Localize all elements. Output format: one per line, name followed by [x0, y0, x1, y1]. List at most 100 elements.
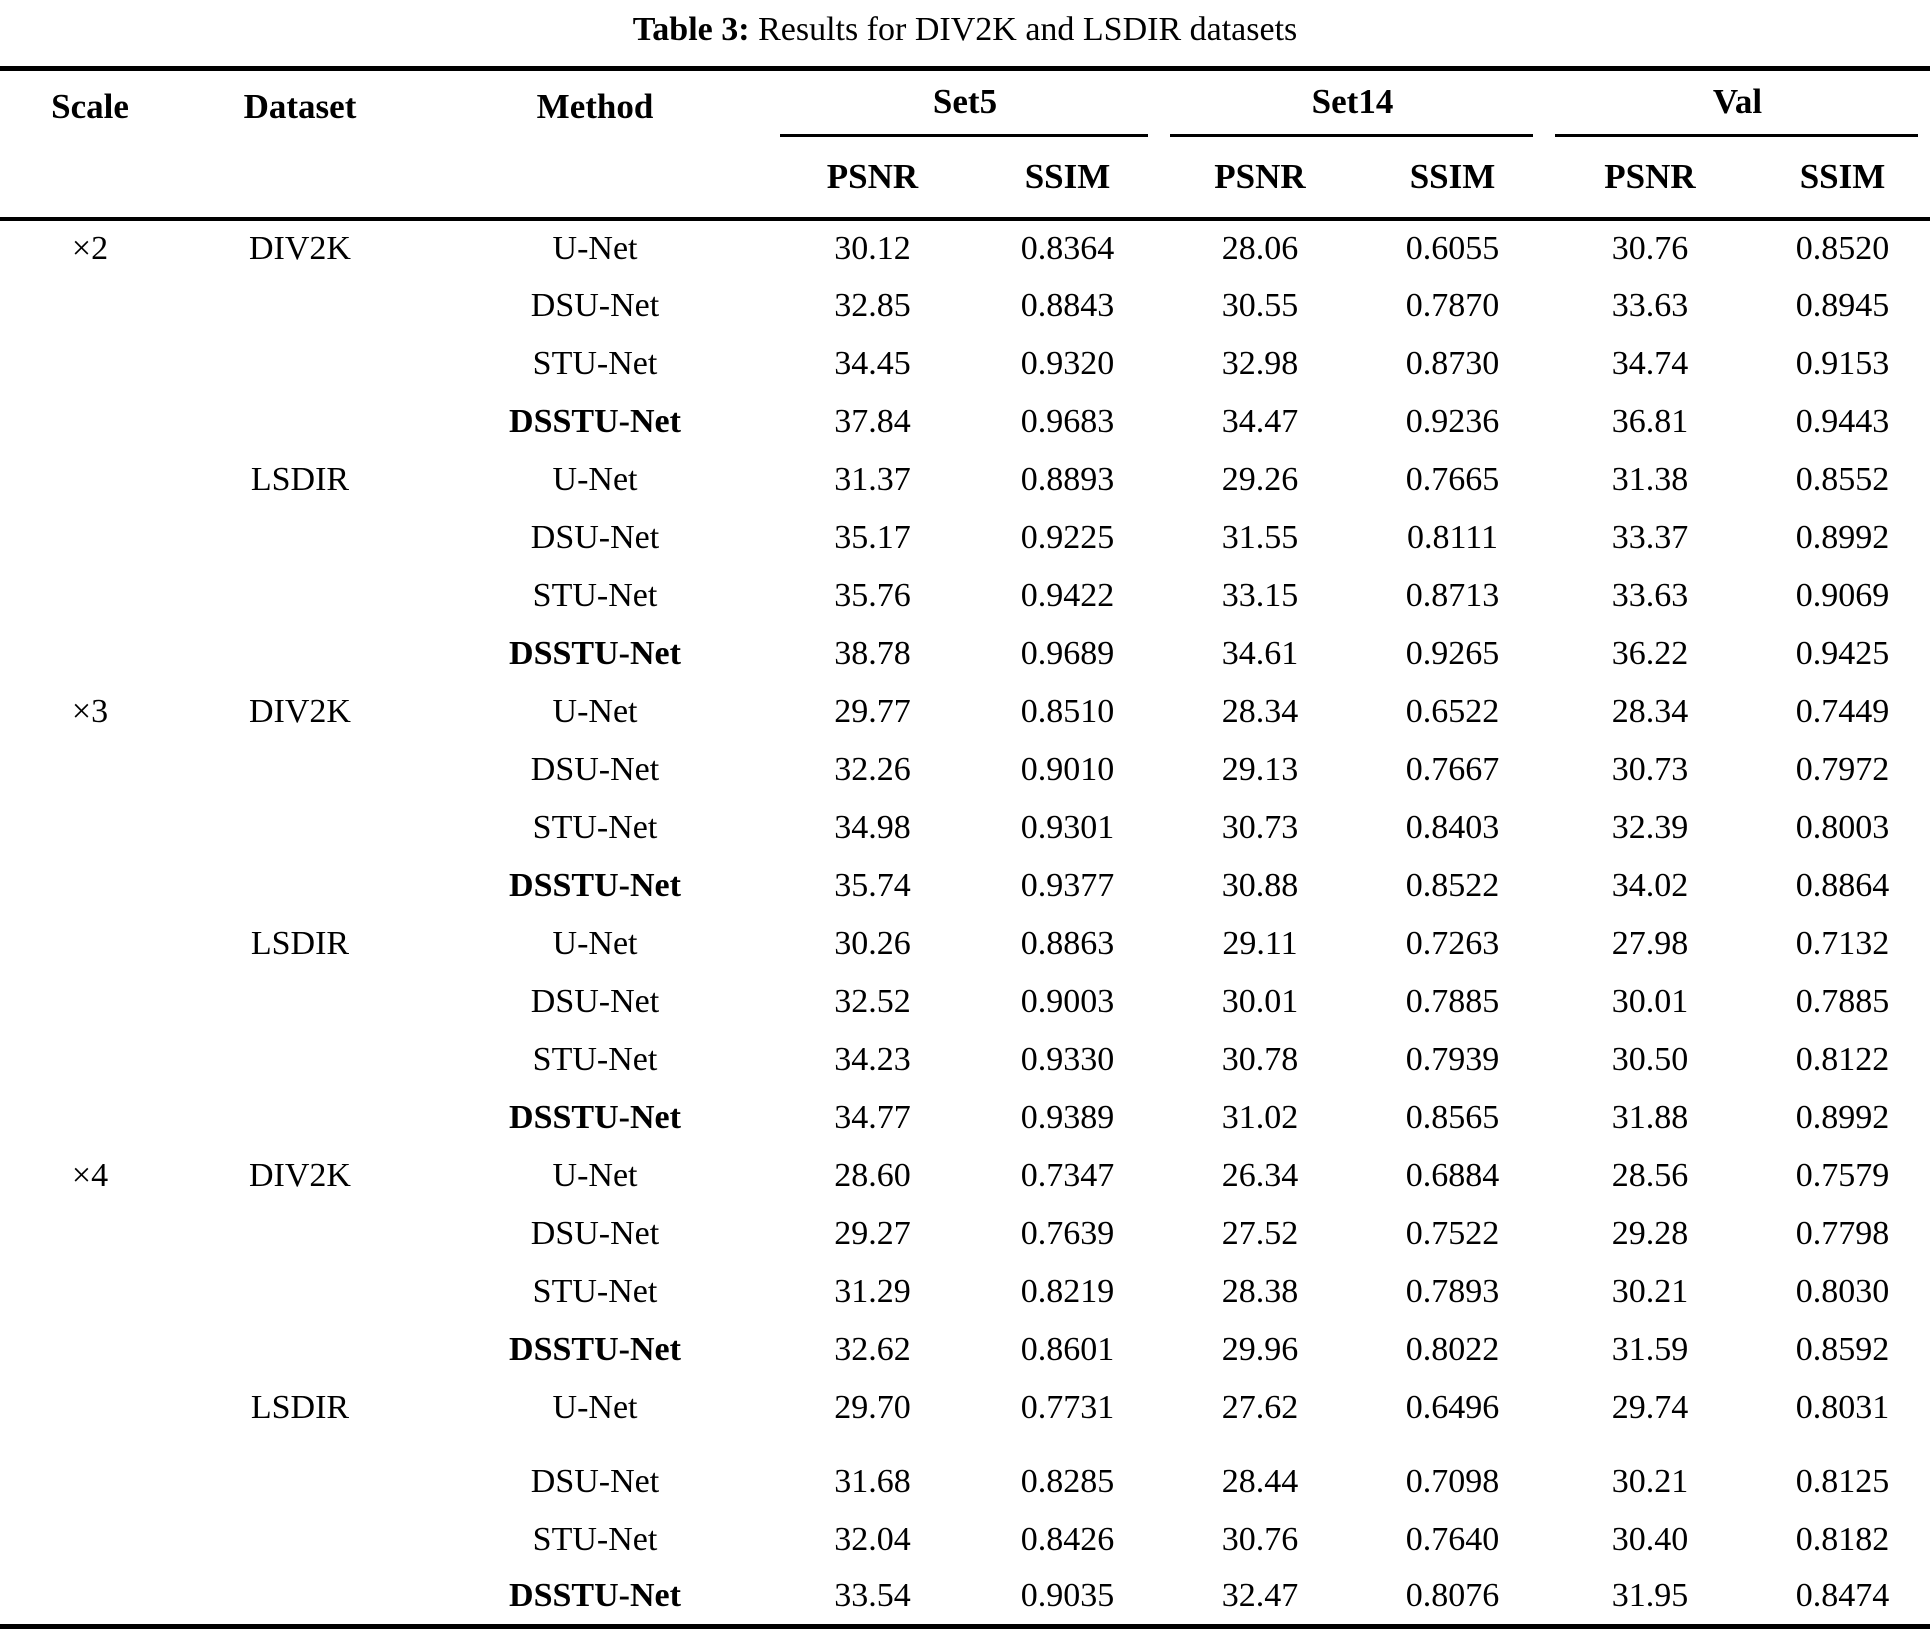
cell-set14-ssim: 0.8076	[1405, 1577, 1500, 1615]
cell-method: DSU-Net	[530, 750, 660, 788]
cell-set14-psnr: 33.15	[1221, 576, 1299, 614]
cell-set5-ssim: 0.8364	[1020, 229, 1115, 267]
table-row: STU-Net 32.04 0.8426 30.76 0.7640 30.40 0.8182	[0, 1511, 1930, 1569]
cell-method: DSSTU-Net	[509, 1098, 681, 1136]
cell-set14-psnr: 28.06	[1221, 229, 1299, 267]
cell-method: DSSTU-Net	[509, 866, 681, 904]
cell-method: STU-Net	[532, 344, 658, 382]
cell-val-psnr: 30.21	[1611, 1272, 1689, 1310]
cell-set5-ssim: 0.9010	[1020, 750, 1115, 788]
cell-val-ssim: 0.8122	[1795, 1040, 1890, 1078]
cell-dataset	[180, 1263, 420, 1321]
cell-val-ssim: 0.7885	[1795, 982, 1890, 1020]
cell-method: U-Net	[552, 229, 638, 267]
cell-set14-ssim: 0.8522	[1405, 866, 1500, 904]
cell-method: DSU-Net	[530, 286, 660, 324]
cell-dataset	[180, 973, 420, 1031]
col-header-method: Method	[420, 68, 770, 221]
col-header-set14-psnr: PSNR	[1160, 136, 1360, 221]
cell-set14-psnr: 34.61	[1221, 634, 1299, 672]
cell-scale: ×4	[71, 1156, 109, 1194]
col-header-set5-ssim: SSIM	[975, 136, 1160, 221]
cell-dataset	[180, 625, 420, 683]
table-row: STU-Net 34.45 0.9320 32.98 0.8730 34.74 0.9153	[0, 335, 1930, 393]
table-row: DSSTU-Net 35.74 0.9377 30.88 0.8522 34.02 0.88…	[0, 857, 1930, 915]
cell-set5-ssim: 0.8426	[1020, 1520, 1115, 1558]
cell-set14-ssim: 0.6522	[1405, 692, 1500, 730]
cell-set14-ssim: 0.8713	[1405, 576, 1500, 614]
cell-set5-psnr: 38.78	[834, 634, 911, 672]
cell-set5-psnr: 32.52	[834, 982, 911, 1020]
table-row: DSU-Net 35.17 0.9225 31.55 0.8111 33.37 0.8992	[0, 509, 1930, 567]
col-group-val: Val	[1545, 69, 1930, 137]
table-row: DSU-Net 29.27 0.7639 27.52 0.7522 29.28 0.7798	[0, 1205, 1930, 1263]
cell-set5-psnr: 35.76	[834, 576, 911, 614]
table-row: LSDIR U-Net 30.26 0.8863 29.11 0.7263 27.98 0.7…	[0, 915, 1930, 973]
cell-set5-ssim: 0.9035	[1020, 1577, 1115, 1615]
table-row: DSU-Net 31.68 0.8285 28.44 0.7098 30.21 0.8125	[0, 1453, 1930, 1511]
cell-val-ssim: 0.8182	[1795, 1520, 1890, 1558]
cell-scale	[0, 1379, 180, 1437]
cell-dataset: LSDIR	[250, 924, 350, 962]
cell-val-psnr: 30.50	[1611, 1040, 1689, 1078]
cell-set14-ssim: 0.7098	[1405, 1462, 1500, 1500]
cell-set14-psnr: 31.55	[1221, 518, 1299, 556]
cell-set14-ssim: 0.7885	[1405, 982, 1500, 1020]
cell-set14-psnr: 27.62	[1221, 1388, 1299, 1426]
cell-set5-ssim: 0.8893	[1020, 460, 1115, 498]
cell-set14-ssim: 0.8730	[1405, 344, 1500, 382]
cell-val-psnr: 30.76	[1611, 229, 1689, 267]
cell-val-ssim: 0.8552	[1795, 460, 1890, 498]
cell-set5-psnr: 34.45	[834, 344, 911, 382]
cell-set14-psnr: 28.34	[1221, 692, 1299, 730]
cell-set14-ssim: 0.8565	[1405, 1098, 1500, 1136]
cell-set5-ssim: 0.8219	[1020, 1272, 1115, 1310]
table-row: DSSTU-Net 38.78 0.9689 34.61 0.9265 36.22 0.94…	[0, 625, 1930, 683]
cell-set14-ssim: 0.7640	[1405, 1520, 1500, 1558]
cell-scale	[0, 277, 180, 335]
cell-set14-ssim: 0.8111	[1407, 518, 1498, 556]
cell-val-ssim: 0.7798	[1795, 1214, 1890, 1252]
cell-set5-ssim: 0.7639	[1020, 1214, 1115, 1252]
table-row: DSU-Net 32.52 0.9003 30.01 0.7885 30.01 0.7885	[0, 973, 1930, 1031]
table-row: STU-Net 31.29 0.8219 28.38 0.7893 30.21 0.8030	[0, 1263, 1930, 1321]
cell-set14-ssim: 0.7667	[1405, 750, 1500, 788]
col-header-scale: Scale	[0, 68, 180, 221]
cell-set5-ssim: 0.8510	[1020, 692, 1115, 730]
cell-set14-ssim: 0.7939	[1405, 1040, 1500, 1078]
col-header-val-ssim: SSIM	[1755, 136, 1930, 221]
cell-val-psnr: 30.73	[1611, 750, 1689, 788]
cell-val-psnr: 36.81	[1611, 402, 1689, 440]
cell-scale	[0, 335, 180, 393]
cell-val-ssim: 0.8003	[1795, 808, 1890, 846]
row-spacer	[0, 1437, 1930, 1453]
cell-method: STU-Net	[532, 1272, 658, 1310]
cell-method: U-Net	[552, 1388, 638, 1426]
cell-set14-psnr: 32.47	[1221, 1577, 1299, 1615]
cell-val-psnr: 31.38	[1611, 460, 1689, 498]
cell-dataset: DIV2K	[249, 229, 351, 267]
cell-scale	[0, 857, 180, 915]
table-row: LSDIR U-Net 29.70 0.7731 27.62 0.6496 29.74 0.8…	[0, 1379, 1930, 1437]
table-row: STU-Net 34.98 0.9301 30.73 0.8403 32.39 0.8003	[0, 799, 1930, 857]
cell-scale	[0, 1031, 180, 1089]
cell-scale	[0, 393, 180, 451]
cell-dataset	[180, 741, 420, 799]
cell-set5-psnr: 29.77	[834, 692, 911, 730]
cell-dataset	[180, 509, 420, 567]
cell-method: DSSTU-Net	[509, 402, 681, 440]
cell-val-psnr: 30.01	[1611, 982, 1689, 1020]
cell-scale	[0, 915, 180, 973]
table-row: DSSTU-Net 34.77 0.9389 31.02 0.8565 31.88 0.89…	[0, 1089, 1930, 1147]
cell-val-ssim: 0.8592	[1795, 1330, 1890, 1368]
cell-set5-ssim: 0.9225	[1020, 518, 1115, 556]
cell-set14-ssim: 0.8022	[1405, 1330, 1500, 1368]
cell-set5-ssim: 0.9683	[1020, 402, 1115, 440]
cell-dataset	[180, 1569, 420, 1627]
cell-dataset	[180, 799, 420, 857]
cell-scale	[0, 451, 180, 509]
cell-val-psnr: 33.63	[1611, 576, 1689, 614]
cell-scale	[0, 1205, 180, 1263]
cell-method: U-Net	[552, 460, 638, 498]
results-table: Scale Dataset Method Set5 Set14 Val PSNR…	[0, 66, 1930, 1629]
